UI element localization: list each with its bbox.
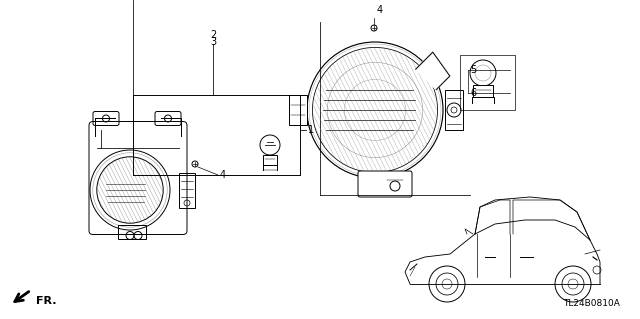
Text: FR.: FR. bbox=[36, 296, 56, 306]
Circle shape bbox=[555, 266, 591, 302]
FancyBboxPatch shape bbox=[358, 171, 412, 197]
Bar bbox=[179, 173, 195, 208]
Text: 1: 1 bbox=[308, 125, 314, 135]
Bar bbox=[263, 155, 277, 165]
Bar bbox=[473, 85, 493, 97]
Bar bbox=[460, 55, 515, 110]
Text: TL24B0810A: TL24B0810A bbox=[563, 299, 620, 308]
Text: 3: 3 bbox=[210, 37, 216, 47]
Circle shape bbox=[429, 266, 465, 302]
Text: 4: 4 bbox=[377, 5, 383, 15]
Polygon shape bbox=[416, 52, 450, 90]
Bar bbox=[118, 225, 146, 239]
Text: 5: 5 bbox=[470, 65, 476, 75]
Bar bbox=[289, 95, 307, 125]
Bar bbox=[445, 90, 463, 130]
Text: 2: 2 bbox=[210, 30, 216, 40]
Circle shape bbox=[470, 60, 496, 86]
Text: 4: 4 bbox=[220, 170, 226, 180]
Text: 6: 6 bbox=[470, 88, 476, 98]
